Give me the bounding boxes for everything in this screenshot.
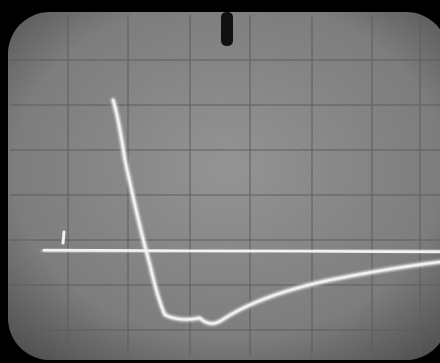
oscilloscope-photo [0,0,440,363]
top-notch [221,12,233,46]
page [0,0,440,363]
blip [63,232,64,243]
screen [8,12,440,360]
